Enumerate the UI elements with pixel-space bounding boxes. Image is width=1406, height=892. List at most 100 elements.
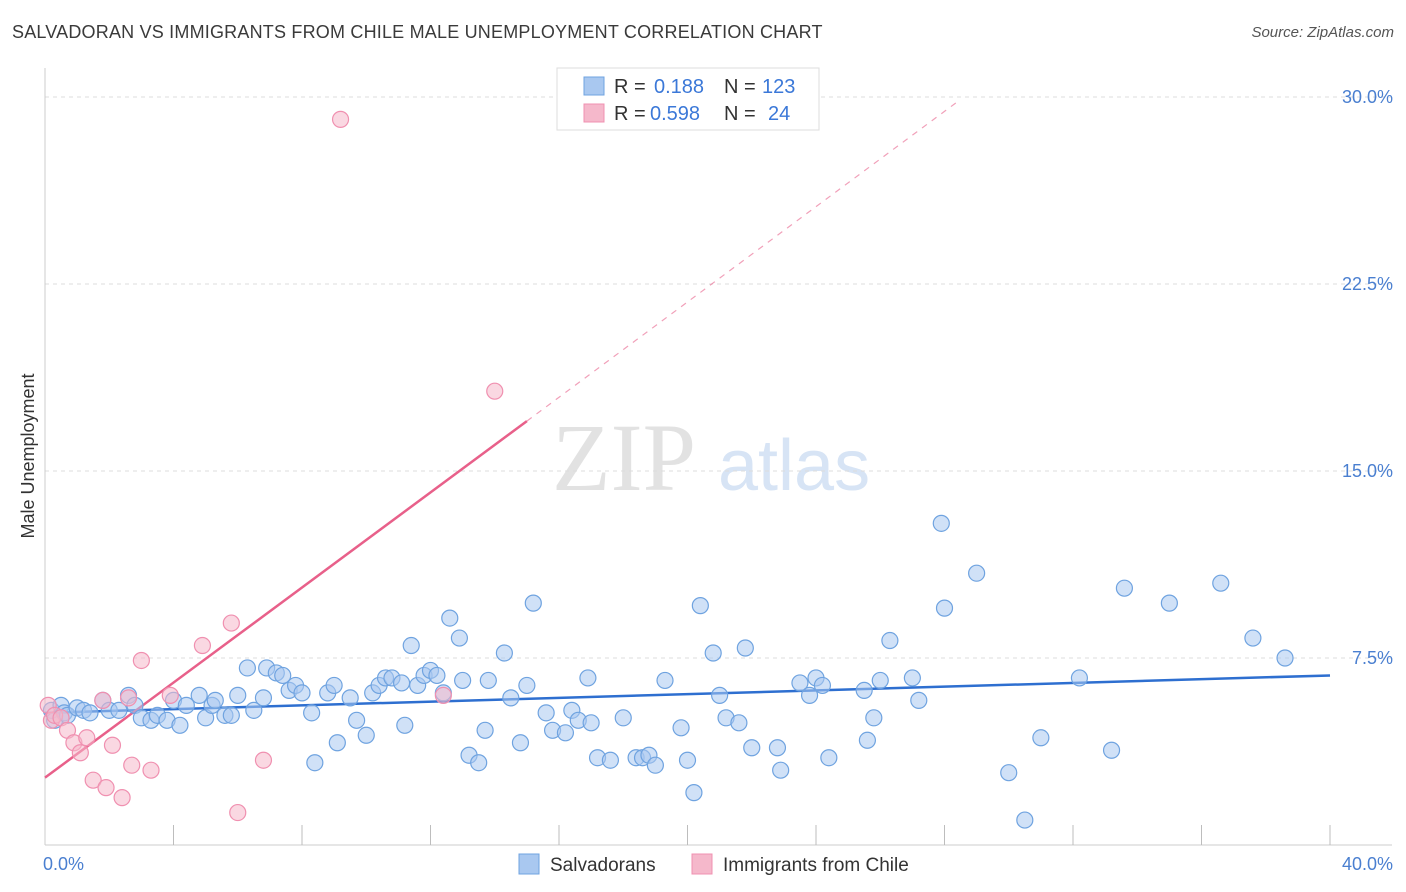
point-salvadorans-64 [502, 689, 520, 707]
point-salvadorans-35 [293, 684, 311, 702]
point-chile-10 [97, 779, 115, 797]
point-salvadorans-107 [932, 514, 950, 532]
legend-swatch-chile [583, 103, 605, 123]
point-salvadorans-105 [903, 669, 921, 687]
source-label: Source: ZipAtlas.com [1251, 24, 1394, 41]
point-chile-17 [161, 686, 179, 704]
point-salvadorans-85 [685, 784, 703, 802]
point-chile-15 [132, 651, 150, 670]
legend-swatch-salvadorans [583, 76, 605, 96]
point-chile-12 [113, 789, 131, 807]
point-salvadorans-98 [813, 676, 832, 695]
point-salvadorans-102 [865, 709, 883, 727]
point-salvadorans-18 [171, 716, 189, 734]
point-salvadorans-65 [511, 734, 530, 752]
bottom-legend-swatch-chile [691, 853, 713, 875]
point-salvadorans-91 [736, 639, 754, 657]
point-salvadorans-115 [1115, 579, 1134, 597]
grid-lines [45, 96, 1392, 659]
point-salvadorans-61 [476, 721, 494, 739]
watermark-atlas: atlas [718, 426, 870, 506]
legend-n-value-1: 123 [762, 76, 795, 98]
bottom-legend-label-chile: Immigrants from Chile [723, 855, 909, 876]
point-salvadorans-93 [768, 739, 787, 757]
point-salvadorans-81 [646, 756, 664, 774]
point-salvadorans-103 [871, 671, 889, 690]
point-salvadorans-41 [341, 689, 359, 707]
point-chile-8 [84, 771, 102, 789]
point-salvadorans-67 [524, 594, 542, 612]
legend-r-label-1: R = [614, 76, 646, 98]
point-salvadorans-66 [518, 676, 536, 695]
legend-r-label-2: R = [614, 103, 646, 125]
point-salvadorans-48 [392, 674, 411, 692]
point-salvadorans-23 [206, 691, 224, 709]
point-salvadorans-56 [441, 609, 459, 627]
legend-n-label-1: N = [724, 76, 756, 98]
point-chile-21 [254, 751, 273, 769]
point-salvadorans-114 [1102, 741, 1121, 759]
legend-n-label-2: N = [724, 103, 756, 125]
x-tick-label-0: 0.0% [43, 854, 84, 874]
point-chile-7 [78, 729, 96, 747]
point-chile-22 [331, 110, 350, 128]
point-salvadorans-43 [357, 726, 375, 744]
point-salvadorans-73 [579, 669, 597, 687]
data-points [39, 110, 1294, 829]
point-chile-20 [229, 803, 247, 822]
point-salvadorans-116 [1160, 594, 1178, 612]
point-salvadorans-70 [556, 724, 575, 742]
point-salvadorans-28 [245, 701, 263, 719]
legend-r-value-1: 0.188 [654, 76, 704, 98]
point-salvadorans-36 [303, 704, 321, 722]
y-tick-label-2: 22.5% [1342, 274, 1393, 294]
point-salvadorans-37 [306, 754, 324, 772]
point-salvadorans-108 [935, 599, 954, 617]
point-salvadorans-92 [743, 739, 761, 757]
point-salvadorans-113 [1070, 669, 1089, 687]
point-salvadorans-10 [110, 701, 128, 719]
point-salvadorans-112 [1032, 729, 1050, 747]
bottom-legend-swatch-salvadorans [518, 853, 540, 875]
legend-n-value-2: 24 [768, 103, 790, 125]
point-salvadorans-62 [479, 671, 497, 690]
point-salvadorans-25 [222, 706, 240, 724]
point-salvadorans-118 [1244, 629, 1262, 647]
point-chile-14 [123, 756, 141, 774]
point-chile-13 [119, 689, 138, 707]
point-salvadorans-39 [325, 676, 343, 695]
point-salvadorans-27 [238, 659, 256, 677]
point-salvadorans-26 [229, 686, 247, 704]
point-chile-9 [94, 691, 112, 709]
y-tick-label-3: 30.0% [1342, 87, 1393, 107]
point-salvadorans-83 [672, 719, 690, 737]
point-salvadorans-63 [495, 644, 513, 662]
bottom-legend-label-salvadorans: Salvadorans [550, 855, 656, 876]
point-salvadorans-50 [402, 636, 420, 655]
point-salvadorans-88 [711, 686, 729, 704]
point-chile-19 [222, 614, 240, 632]
y-axis-label: Male Unemployment [18, 373, 38, 538]
point-salvadorans-94 [772, 761, 790, 779]
point-salvadorans-117 [1212, 574, 1230, 592]
chart-title: SALVADORAN VS IMMIGRANTS FROM CHILE MALE… [12, 22, 823, 42]
axes: 7.5% 15.0% 22.5% 30.0% 0.0% 40.0% [43, 68, 1393, 874]
point-salvadorans-74 [582, 714, 600, 732]
y-tick-label-0: 7.5% [1352, 648, 1393, 668]
x-tick-label-1: 40.0% [1342, 854, 1393, 874]
point-salvadorans-119 [1276, 649, 1294, 667]
point-salvadorans-90 [730, 714, 748, 732]
point-salvadorans-104 [881, 631, 899, 650]
point-salvadorans-101 [858, 731, 877, 749]
point-salvadorans-100 [855, 681, 873, 700]
point-salvadorans-68 [537, 704, 555, 722]
point-chile-6 [71, 744, 89, 762]
point-salvadorans-86 [691, 597, 709, 615]
point-salvadorans-87 [704, 644, 722, 662]
point-salvadorans-58 [454, 671, 472, 690]
point-salvadorans-60 [470, 754, 488, 772]
point-salvadorans-111 [1016, 811, 1034, 829]
watermark-zip: ZIP [552, 404, 696, 511]
point-salvadorans-76 [601, 751, 620, 769]
